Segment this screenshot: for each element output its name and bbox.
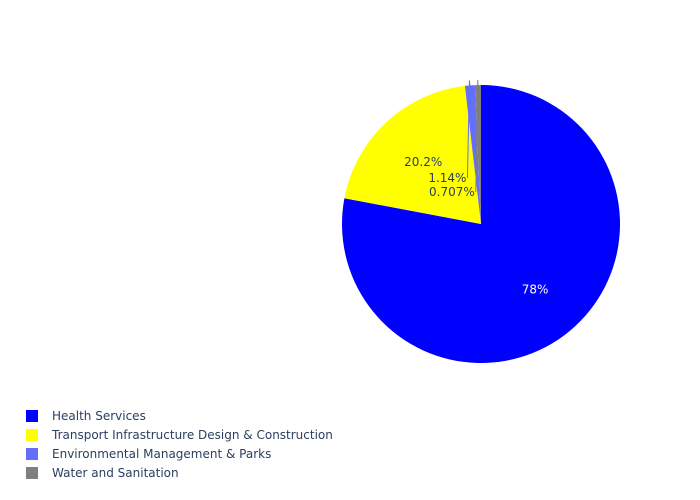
slice-value-label-3: 0.707%	[429, 185, 475, 199]
leader-line-2	[466, 80, 471, 179]
leader-line-3	[475, 80, 479, 193]
pie-slice-1[interactable]	[344, 85, 481, 224]
legend: Health Services Transport Infrastructure …	[26, 409, 333, 480]
legend-swatch-2[interactable]	[26, 448, 38, 460]
slice-value-label-2: 1.14%	[428, 171, 466, 185]
legend-label-0[interactable]: Health Services	[52, 409, 146, 423]
legend-swatch-0[interactable]	[26, 410, 38, 422]
slice-value-label-1: 20.2%	[404, 155, 442, 169]
pie-slice-0[interactable]	[342, 85, 621, 363]
pie-slices	[342, 85, 621, 363]
legend-label-1[interactable]: Transport Infrastructure Design & Constr…	[51, 428, 333, 442]
legend-label-2[interactable]: Environmental Management & Parks	[52, 447, 271, 461]
legend-swatch-3[interactable]	[26, 467, 38, 479]
legend-swatch-1[interactable]	[26, 429, 38, 441]
legend-label-3[interactable]: Water and Sanitation	[52, 466, 179, 480]
pie-labels: 78% 20.2% 1.14%0.707%	[404, 80, 548, 296]
slice-value-label-0: 78%	[522, 282, 549, 296]
pie-slice-3[interactable]	[474, 85, 481, 224]
